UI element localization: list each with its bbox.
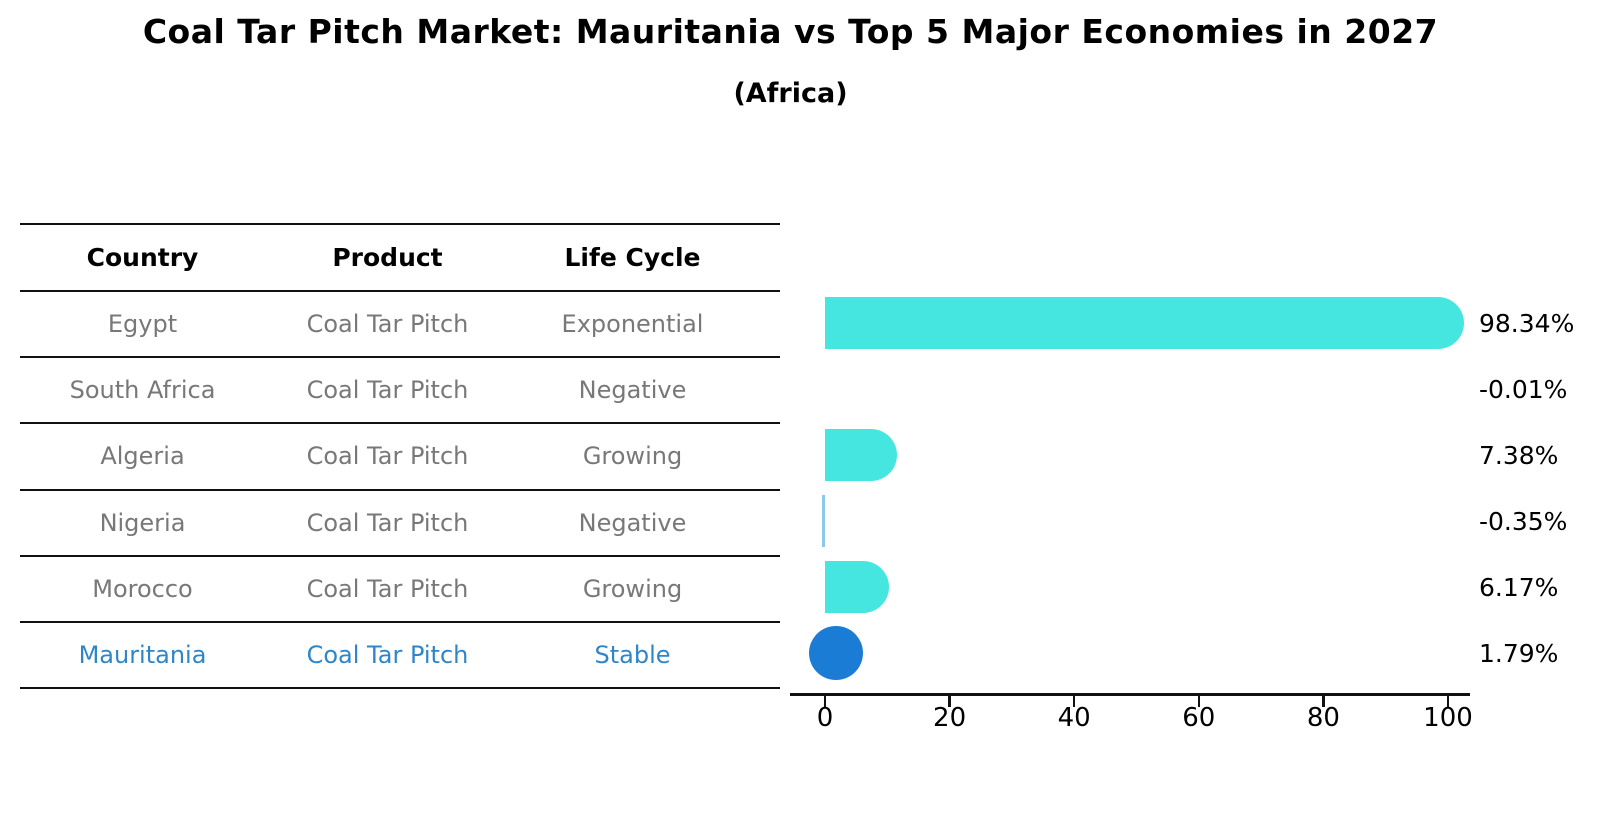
bar-value-label: 7.38% <box>1479 440 1559 470</box>
country-cell: Algeria <box>100 442 185 471</box>
x-tick-label: 40 <box>1057 703 1091 733</box>
x-tick-label: 0 <box>816 703 834 733</box>
x-tick-label: 60 <box>1182 703 1216 733</box>
bar-egypt <box>825 297 1464 349</box>
bar-value-label: -0.35% <box>1479 506 1568 536</box>
country-table: Country Product Life Cycle Egypt Coal Ta… <box>20 223 780 690</box>
country-cell: Mauritania <box>78 641 207 670</box>
bar-mauritania <box>809 626 864 680</box>
x-tick-mark <box>1197 696 1201 707</box>
table-row-egypt: Egypt Coal Tar Pitch Exponential <box>20 292 780 359</box>
chart-title: Coal Tar Pitch Market: Mauritania vs Top… <box>142 12 1439 51</box>
x-tick-label: 100 <box>1423 703 1473 733</box>
country-cell: South Africa <box>69 376 216 405</box>
bar-value-label: 1.79% <box>1479 638 1559 668</box>
product-cell: Coal Tar Pitch <box>306 508 469 537</box>
x-tick-mark <box>1072 696 1076 707</box>
product-cell: Coal Tar Pitch <box>306 310 469 339</box>
product-cell: Coal Tar Pitch <box>306 376 469 405</box>
col-header-lifecycle: Life Cycle <box>564 243 701 272</box>
table-row-nigeria: Nigeria Coal Tar Pitch Negative <box>20 491 780 557</box>
bar-nigeria <box>822 495 825 547</box>
x-tick-mark <box>823 696 827 707</box>
lifecycle-cell: Stable <box>594 641 671 670</box>
bar-value-label: 98.34% <box>1479 308 1575 338</box>
lifecycle-cell: Negative <box>578 376 687 405</box>
x-tick-mark <box>1446 696 1450 707</box>
product-cell: Coal Tar Pitch <box>306 641 469 670</box>
country-cell: Morocco <box>92 574 193 603</box>
x-tick-mark <box>1322 696 1325 707</box>
x-axis-line <box>790 693 1470 696</box>
country-cell: Egypt <box>107 310 178 339</box>
lifecycle-cell: Negative <box>578 508 687 537</box>
chart-subtitle: (Africa) <box>733 78 848 109</box>
table-row-mauritania: Mauritania Coal Tar Pitch Stable <box>20 623 780 690</box>
lifecycle-cell: Growing <box>582 442 683 471</box>
lifecycle-cell: Exponential <box>561 310 704 339</box>
table-row-morocco: Morocco Coal Tar Pitch Growing <box>20 557 780 623</box>
table-row-south-africa: South Africa Coal Tar Pitch Negative <box>20 358 780 425</box>
x-tick-mark <box>948 696 951 707</box>
lifecycle-cell: Growing <box>582 574 683 603</box>
product-cell: Coal Tar Pitch <box>306 574 469 603</box>
product-cell: Coal Tar Pitch <box>306 442 469 471</box>
x-tick-label: 20 <box>933 703 967 733</box>
table-row-algeria: Algeria Coal Tar Pitch Growing <box>20 424 780 491</box>
col-header-country: Country <box>86 243 199 272</box>
col-header-product: Product <box>332 243 443 272</box>
x-tick-label: 80 <box>1306 703 1340 733</box>
bar-algeria <box>825 429 897 481</box>
bar-value-label: -0.01% <box>1479 374 1568 404</box>
country-cell: Nigeria <box>99 508 186 537</box>
table-header-row: Country Product Life Cycle <box>20 225 780 292</box>
bar-morocco <box>825 561 890 613</box>
bar-value-label: 6.17% <box>1479 572 1559 602</box>
